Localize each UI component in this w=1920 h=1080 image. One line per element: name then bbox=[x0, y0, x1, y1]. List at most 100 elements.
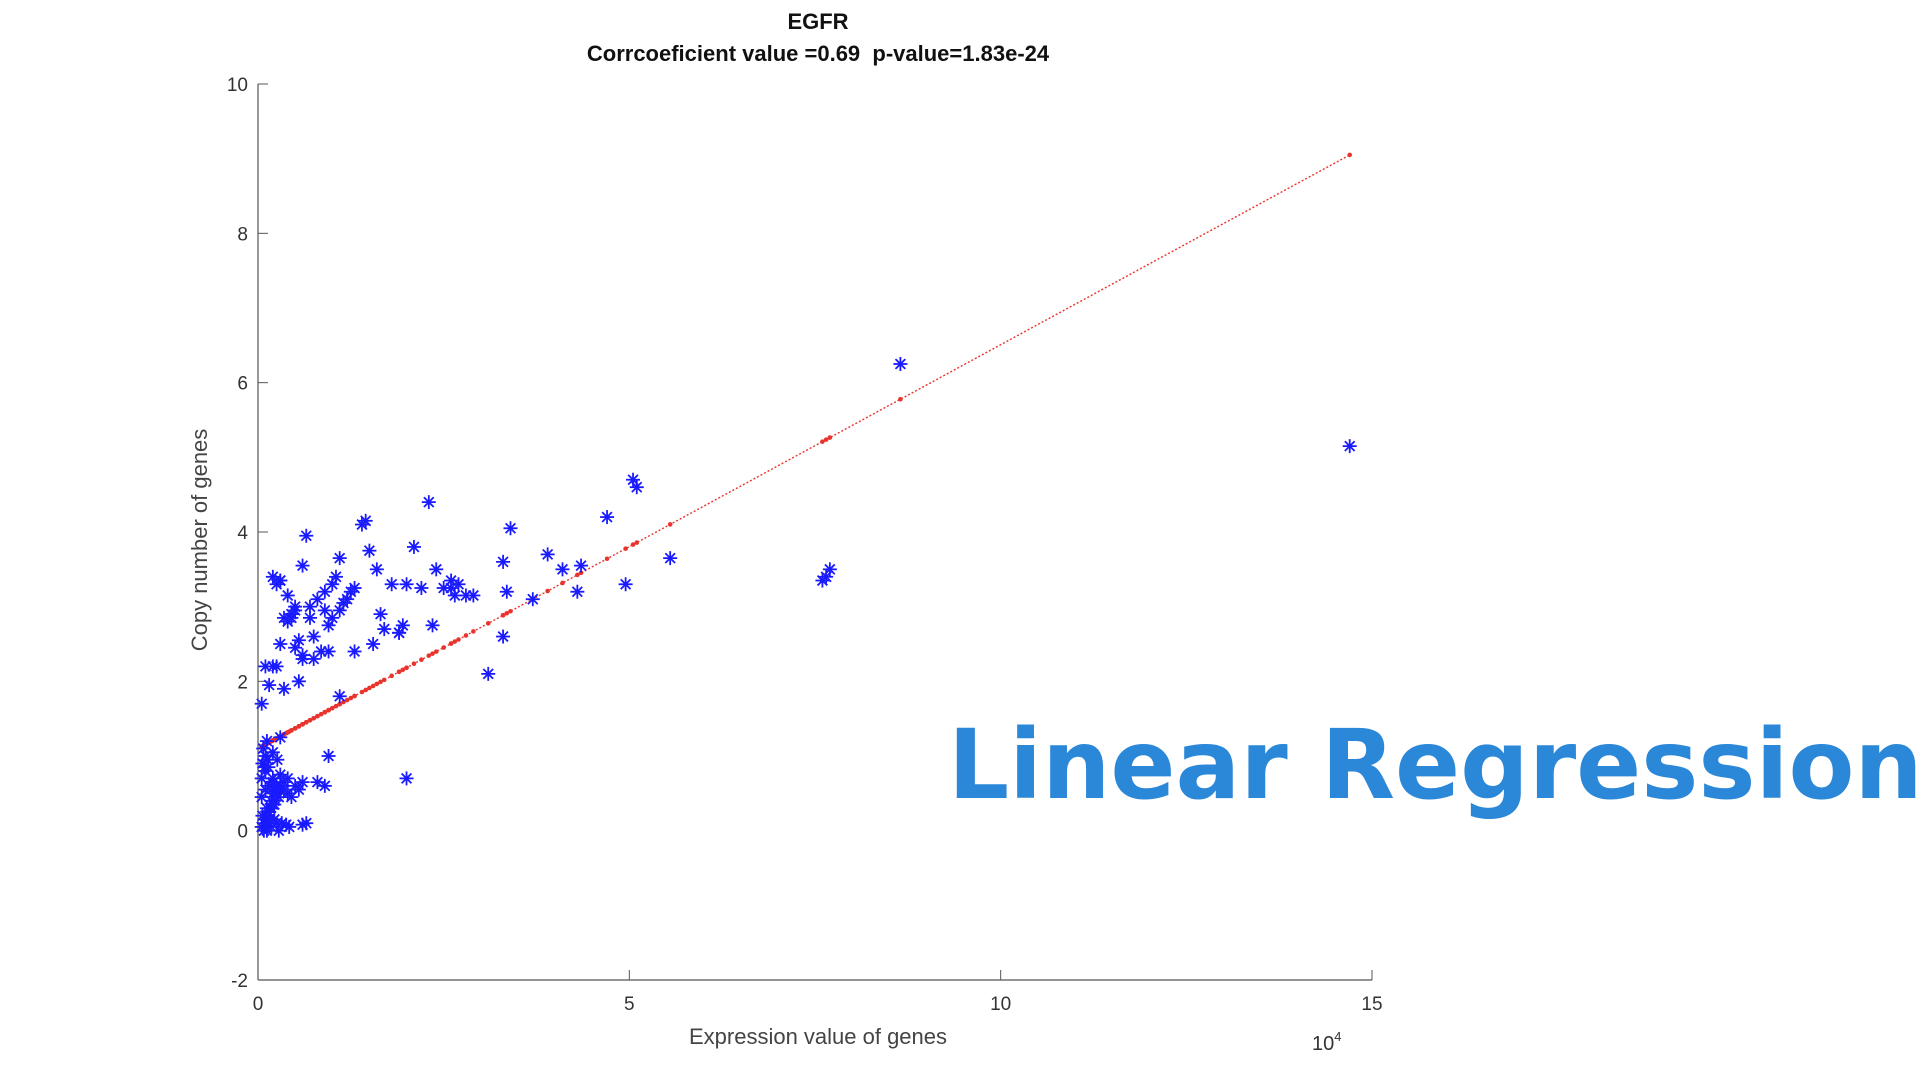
data-point bbox=[421, 495, 436, 510]
data-point bbox=[555, 562, 570, 577]
fitted-point bbox=[404, 665, 409, 671]
data-point bbox=[618, 577, 633, 592]
fitted-point bbox=[578, 570, 584, 576]
data-point bbox=[629, 480, 644, 495]
data-point bbox=[574, 558, 589, 573]
fitted-point bbox=[300, 722, 305, 727]
data-point bbox=[540, 547, 555, 562]
y-axis-label: Copy number of genes bbox=[187, 429, 212, 652]
data-point bbox=[317, 603, 332, 618]
data-point bbox=[291, 674, 306, 689]
fitted-point bbox=[370, 683, 376, 689]
data-point bbox=[414, 581, 429, 595]
fitted-point bbox=[448, 641, 454, 646]
fitted-point bbox=[311, 715, 317, 721]
fitted-point bbox=[303, 719, 309, 725]
data-point bbox=[265, 659, 280, 674]
y-tick-label: 10 bbox=[227, 75, 248, 96]
x-axis-label: Expression value of genes bbox=[689, 1024, 947, 1049]
data-point bbox=[254, 696, 269, 711]
data-point bbox=[570, 584, 585, 599]
x-axis-exponent-power: 4 bbox=[1334, 1029, 1341, 1044]
data-point bbox=[347, 581, 362, 595]
data-point bbox=[429, 562, 444, 577]
data-point bbox=[362, 543, 377, 558]
y-tick-label: 8 bbox=[237, 224, 248, 245]
data-point bbox=[284, 610, 299, 625]
data-point bbox=[265, 797, 280, 812]
data-point bbox=[269, 816, 284, 831]
data-point bbox=[663, 551, 678, 566]
data-point bbox=[273, 573, 288, 588]
y-tick-label: 6 bbox=[237, 374, 248, 395]
y-tick-label: -2 bbox=[231, 971, 248, 992]
fitted-point bbox=[363, 687, 368, 693]
axes bbox=[257, 84, 1372, 981]
regression-line-group bbox=[257, 152, 1353, 750]
data-point bbox=[310, 775, 325, 790]
data-point bbox=[260, 752, 275, 767]
fitted-point bbox=[452, 639, 458, 644]
y-tick-label: 2 bbox=[237, 672, 248, 693]
data-point bbox=[280, 771, 295, 786]
data-point bbox=[280, 588, 295, 603]
fitted-point bbox=[289, 728, 294, 733]
fitted-point bbox=[296, 724, 302, 729]
fitted-point bbox=[820, 439, 825, 444]
scatter-points bbox=[254, 357, 1357, 838]
data-point bbox=[321, 618, 336, 633]
fitted-point bbox=[667, 522, 673, 527]
overlay-title: Linear Regression bbox=[948, 709, 1920, 821]
data-point bbox=[273, 637, 288, 651]
data-point bbox=[321, 644, 336, 659]
x-axis-exponent-base: 10 bbox=[1312, 1033, 1334, 1055]
fitted-point bbox=[374, 681, 380, 687]
data-point bbox=[299, 528, 314, 543]
fitted-point bbox=[634, 540, 640, 545]
fitted-point bbox=[333, 703, 339, 709]
x-tick-label: 0 bbox=[253, 994, 264, 1015]
fitted-point bbox=[575, 572, 580, 578]
y-tick-label: 4 bbox=[237, 523, 248, 544]
data-point bbox=[425, 618, 440, 633]
fitted-point bbox=[504, 610, 510, 616]
data-point bbox=[262, 678, 277, 693]
data-point bbox=[295, 648, 310, 663]
fitted-point bbox=[411, 661, 417, 667]
data-point bbox=[822, 562, 837, 577]
fitted-point bbox=[433, 649, 439, 654]
data-point bbox=[273, 730, 288, 745]
fitted-point bbox=[292, 726, 298, 731]
fitted-point bbox=[827, 435, 833, 440]
fitted-point bbox=[348, 695, 354, 701]
data-point bbox=[373, 607, 388, 622]
chart-subtitle: Corrcoeficient value =0.69 p-value=1.83e… bbox=[587, 41, 1050, 66]
fitted-point bbox=[329, 705, 335, 711]
data-point bbox=[306, 651, 321, 666]
fitted-point bbox=[315, 713, 320, 719]
data-point bbox=[306, 629, 321, 644]
fitted-point bbox=[285, 730, 291, 735]
data-point bbox=[288, 640, 303, 655]
fitted-point bbox=[389, 673, 394, 679]
fitted-point bbox=[426, 653, 432, 658]
x-tick-label: 10 bbox=[990, 994, 1011, 1015]
data-point bbox=[302, 599, 317, 614]
x-tick-label: 15 bbox=[1361, 994, 1382, 1015]
fitted-point bbox=[326, 707, 331, 713]
data-point bbox=[332, 603, 347, 618]
data-point bbox=[347, 644, 362, 659]
data-point bbox=[369, 562, 384, 577]
data-point bbox=[295, 775, 310, 790]
data-point bbox=[270, 752, 285, 767]
data-point bbox=[282, 819, 297, 834]
fitted-point bbox=[400, 667, 406, 673]
fitted-point bbox=[485, 621, 491, 626]
data-point bbox=[328, 569, 343, 584]
fitted-point bbox=[318, 711, 324, 717]
fitted-point bbox=[500, 612, 506, 618]
fitted-point bbox=[396, 669, 402, 675]
x-axis-exponent: 104 bbox=[1312, 1029, 1341, 1055]
fitted-point bbox=[823, 437, 829, 442]
